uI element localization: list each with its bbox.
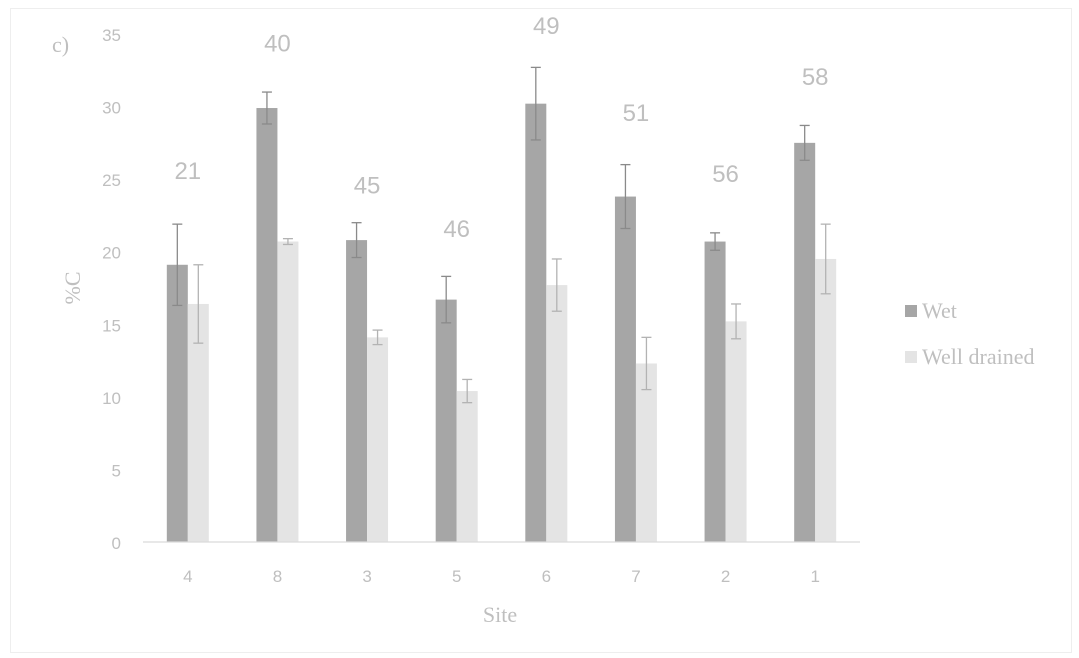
y-tick-label: 20 [102, 244, 121, 263]
x-tick-label: 7 [631, 567, 640, 586]
bar-well-drained [456, 391, 478, 542]
x-tick-labels: 4 8 3 5 6 7 2 1 [183, 567, 820, 586]
legend-swatch-wet [905, 305, 917, 317]
bars [166, 103, 837, 543]
legend-label-wet: Wet [922, 298, 957, 323]
legend: Wet Well drained [905, 298, 1034, 369]
error-bar-well-drained [641, 336, 652, 391]
chart-frame [10, 8, 1072, 653]
bar-wet [704, 241, 726, 542]
y-tick-label: 15 [102, 316, 121, 335]
bar-well-drained [277, 241, 299, 542]
error-bar-well-drained [372, 329, 383, 346]
y-tick-labels: 0 5 10 15 20 25 30 35 [102, 26, 121, 553]
y-tick-label: 10 [102, 389, 121, 408]
error-bar-well-drained [462, 378, 473, 404]
error-bar-wet [530, 66, 541, 141]
bar-annotation: 46 [443, 216, 470, 243]
error-bar-well-drained [731, 303, 742, 340]
error-bar-well-drained [820, 223, 831, 295]
bar-annotation: 58 [802, 64, 829, 91]
bar-well-drained [815, 258, 837, 542]
error-bar-wet [710, 232, 721, 251]
y-tick-label: 25 [102, 171, 121, 190]
x-tick-label: 5 [452, 567, 461, 586]
annotations: 21 40 45 46 49 51 56 58 [174, 13, 828, 243]
panel-label: c) [52, 32, 69, 57]
bar-annotation: 21 [174, 158, 201, 185]
error-bar-wet [261, 91, 272, 125]
bar-wet [256, 108, 278, 542]
error-bar-well-drained [551, 258, 562, 312]
bar-annotation: 40 [264, 30, 291, 57]
bar-wet [525, 103, 547, 542]
error-bars [172, 66, 831, 404]
x-axis-label: Site [483, 602, 517, 627]
x-tick-label: 2 [721, 567, 730, 586]
error-bar-wet [351, 222, 362, 259]
bar-annotation: 45 [354, 173, 381, 200]
bar-wet [166, 264, 188, 542]
x-tick-label: 1 [810, 567, 819, 586]
x-tick-label: 3 [362, 567, 371, 586]
error-bar-wet [799, 124, 810, 161]
x-tick-label: 8 [273, 567, 282, 586]
legend-label-well-drained: Well drained [922, 344, 1034, 369]
bar-wet [794, 142, 816, 542]
error-bar-well-drained [193, 264, 204, 344]
legend-swatch-well-drained [905, 351, 917, 363]
error-bar-wet [620, 163, 631, 230]
bar-wet [614, 196, 636, 542]
y-tick-label: 5 [112, 461, 121, 480]
x-tick-label: 4 [183, 567, 192, 586]
bar-annotation: 56 [712, 161, 739, 188]
bar-well-drained [546, 285, 568, 542]
error-bar-wet [172, 223, 183, 307]
bar-annotation: 49 [533, 13, 560, 40]
bar-wet [346, 240, 368, 543]
bar-well-drained [635, 363, 657, 542]
bar-well-drained [367, 337, 389, 542]
error-bar-wet [441, 275, 452, 324]
bar-well-drained [187, 303, 209, 542]
bar-wet [435, 299, 457, 542]
y-tick-label: 35 [102, 26, 121, 45]
y-axis-label: %C [60, 272, 85, 305]
y-tick-label: 30 [102, 99, 121, 118]
x-tick-label: 6 [542, 567, 551, 586]
y-tick-label: 0 [112, 534, 121, 553]
error-bar-well-drained [282, 238, 293, 246]
bar-annotation: 51 [623, 100, 650, 127]
bar-well-drained [725, 321, 747, 542]
